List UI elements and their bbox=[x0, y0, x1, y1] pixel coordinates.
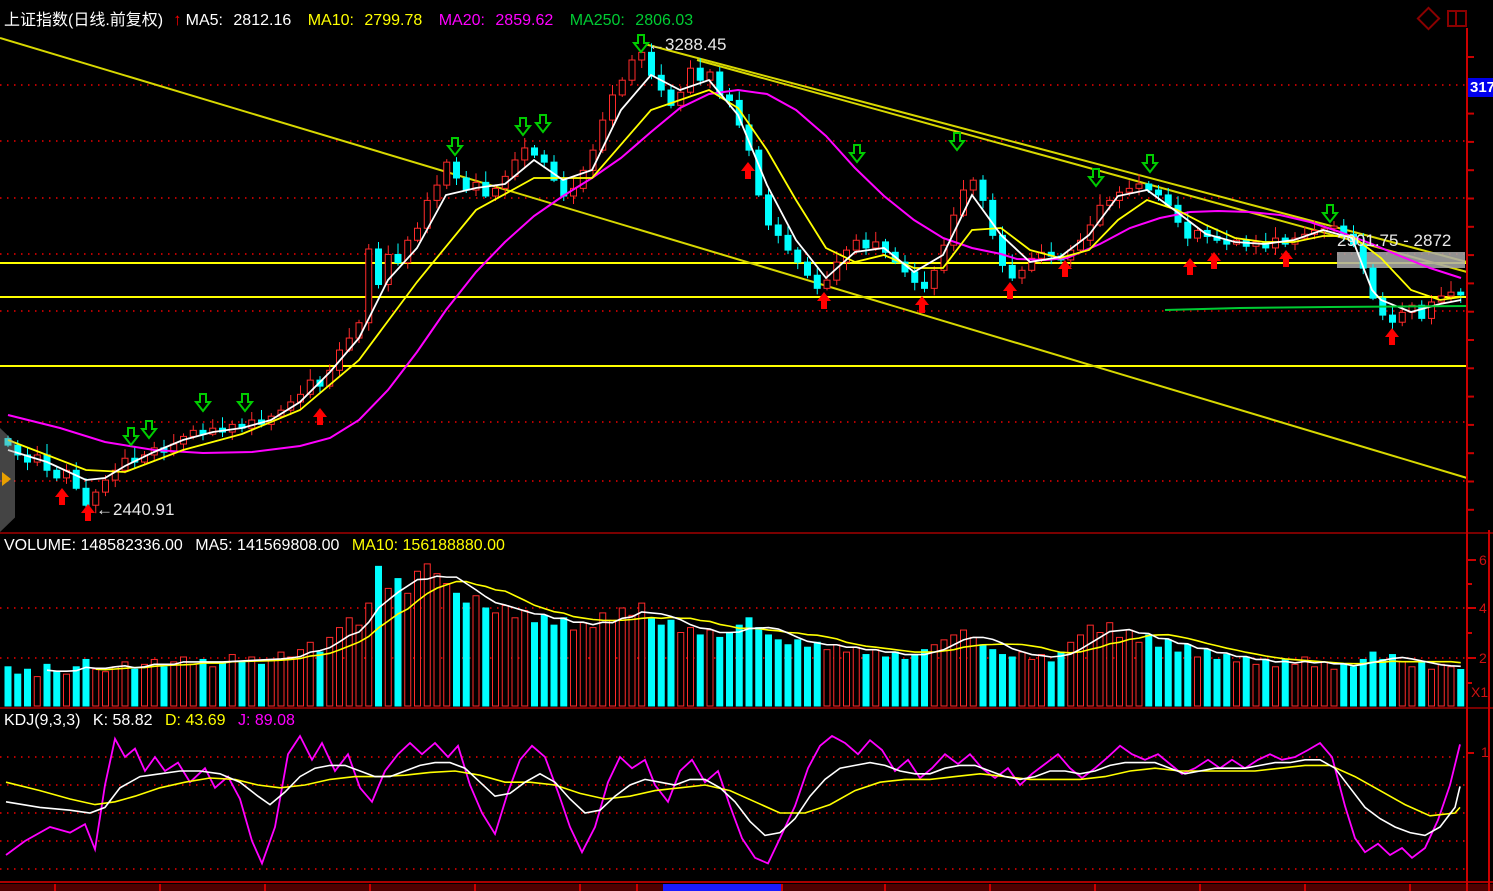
expand-triangle-icon bbox=[2, 472, 11, 486]
kdj-pane-header: KDJ(9,3,3) K: 58.82 D: 43.69 J: 89.08 bbox=[4, 712, 295, 730]
volume-value: 148582336.00 bbox=[80, 537, 183, 554]
volume-label: VOLUME: bbox=[4, 537, 77, 554]
vol-ma10-label: MA10: bbox=[351, 537, 399, 554]
kdj-j-value: 89.08 bbox=[254, 712, 295, 729]
pane-toolbar bbox=[1416, 6, 1467, 31]
vol-scale-x1-label: X1 bbox=[1471, 684, 1489, 700]
trough-price-label: ←2440.91 bbox=[96, 500, 175, 519]
vol-axis-label-2: 2 bbox=[1479, 650, 1487, 666]
ma20-label: MA20: bbox=[438, 12, 485, 29]
vol-ma5-value: 141569808.00 bbox=[237, 537, 340, 554]
vol-ma5-label: MA5: bbox=[195, 537, 233, 554]
sidebar-expander-handle[interactable] bbox=[0, 428, 15, 532]
up-arrow-icon: ↑ bbox=[173, 10, 182, 29]
vol-axis-label-6: 6 bbox=[1479, 552, 1487, 568]
ma250-value: 2806.03 bbox=[635, 12, 694, 29]
kdj-axis-label-100: 1 bbox=[1481, 744, 1489, 760]
volume-pane-header: VOLUME: 148582336.00 MA5: 141569808.00 M… bbox=[4, 537, 505, 555]
selected-date-bar[interactable] bbox=[663, 884, 781, 891]
ma10-label: MA10: bbox=[307, 12, 354, 29]
range-price-label: 2901.75 - 2872 bbox=[1337, 231, 1452, 250]
ma5-value: 2812.16 bbox=[233, 12, 292, 29]
ma5-label: MA5: bbox=[185, 12, 223, 29]
peak-price-label: ←3288.45 bbox=[648, 35, 727, 54]
kdj-d-label: D: bbox=[165, 712, 181, 729]
main-chart-header: 上证指数(日线.前复权) ↑ MA5: 2812.16 MA10: 2799.78 … bbox=[4, 6, 705, 30]
diamond-icon[interactable] bbox=[1416, 6, 1441, 31]
symbol-title[interactable]: 上证指数(日线.前复权) bbox=[4, 12, 164, 29]
ma20-value: 2859.62 bbox=[495, 12, 554, 29]
kdj-d-value: 43.69 bbox=[185, 712, 226, 729]
current-price-tag: 317 bbox=[1468, 78, 1493, 97]
vol-ma10-value: 156188880.00 bbox=[402, 537, 505, 554]
ma250-label: MA250: bbox=[569, 12, 625, 29]
split-window-icon[interactable] bbox=[1447, 10, 1467, 27]
kdj-k-value: 58.82 bbox=[112, 712, 153, 729]
kdj-j-label: J: bbox=[237, 712, 251, 729]
kdj-label[interactable]: KDJ(9,3,3) bbox=[4, 712, 81, 729]
vol-axis-label-4: 4 bbox=[1479, 600, 1487, 616]
kdj-k-label: K: bbox=[92, 712, 109, 729]
ma10-value: 2799.78 bbox=[364, 12, 423, 29]
